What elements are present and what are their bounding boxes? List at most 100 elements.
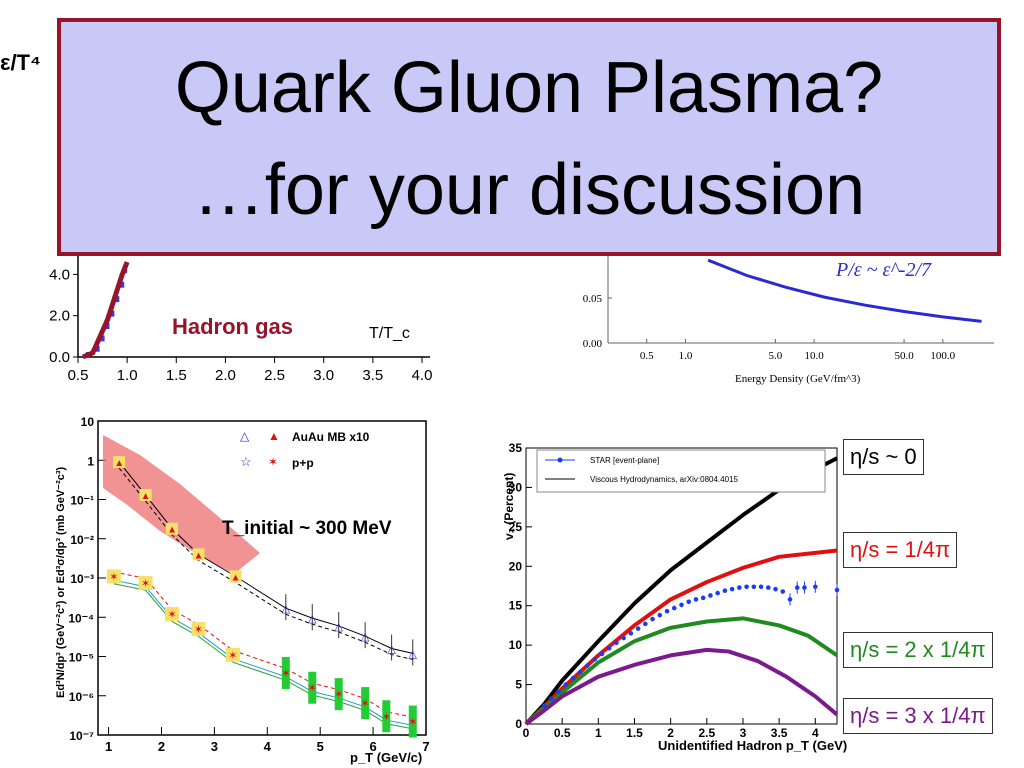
- c3-pp-sys-box: [308, 671, 317, 704]
- c4-star-point: [556, 689, 561, 694]
- c3-axes: 1 2 3 4 5 6 7 10⁻⁷ 10⁻⁶ 10⁻⁵ 10⁻⁴ 10⁻³ 10⁻² 10⁻¹ 1 10: [68, 415, 429, 754]
- c4-y-tick-label: 30: [509, 480, 523, 494]
- c1-y-tick-label: 2.0: [49, 308, 70, 325]
- c4-star-point: [802, 585, 807, 590]
- c3-auau-point: △: [308, 613, 317, 625]
- slide-title-line2: …for your discussion: [192, 150, 866, 230]
- c4-star-point: [643, 621, 648, 627]
- c4-y-tick-label: 5: [515, 678, 522, 692]
- c4-star-point: [599, 651, 605, 657]
- c3-x-tick-label: 1: [105, 739, 112, 754]
- eta-label-two-quarter: η/s = 2 x 1/4π: [843, 632, 993, 668]
- c4-star-point: [585, 663, 590, 668]
- c2-xlabel: Energy Density (GeV/fm^3): [735, 373, 861, 385]
- c3-auau-point: △: [282, 603, 291, 615]
- c4-star-point: [664, 608, 670, 614]
- c4-series-lines: [524, 456, 839, 726]
- c1-x-tick-label: 0.5: [68, 367, 89, 384]
- c3-y-tick-label: 10⁻¹: [70, 494, 94, 508]
- c4-star-point: [650, 616, 655, 622]
- slide-title-line1: Quark Gluon Plasma?: [174, 48, 884, 128]
- c4-star-point: [570, 675, 576, 681]
- c3-x-tick-label: 4: [264, 739, 272, 754]
- c4-star-point: [715, 590, 720, 596]
- c1-data-point: [120, 281, 125, 288]
- c4-star-point: [657, 612, 663, 618]
- c1-ylabel: ε/T⁴: [0, 50, 41, 75]
- c4-legend: STAR [event-plane] Viscous Hydrodynamics…: [536, 449, 826, 493]
- c4-star-point: [563, 682, 569, 687]
- c3-auau-point: △: [409, 648, 418, 660]
- c1-x-tick-label: 3.0: [313, 367, 334, 384]
- c4-y-tick-label: 35: [509, 441, 523, 455]
- c4-y-tick-label: 0: [515, 717, 522, 731]
- c3-xlabel: p_T (GeV/c): [350, 750, 422, 765]
- c4-x-tick-label: 0.5: [554, 726, 571, 740]
- c1-x-tick-label: 4.0: [412, 367, 433, 384]
- c3-x-tick-label: 3: [211, 739, 218, 754]
- c4-star-point: [834, 587, 840, 593]
- c4-x-tick-label: 1: [595, 726, 602, 740]
- c4-star-point: [787, 597, 793, 602]
- c1-axes: 0.5 1.0 1.5 2.0 2.5 3.0 3.5 4.0 0.0 2.0 4.0: [49, 20, 432, 384]
- c3-y-tick-label: 10⁻⁷: [69, 729, 94, 743]
- c3-legend-pp: p+p: [292, 456, 314, 470]
- c4-hydro-line-2: [524, 616, 839, 726]
- c4-star-point: [813, 584, 818, 590]
- c4-x-tick-label: 3.5: [771, 726, 788, 740]
- c3-auau-point: ▲: [231, 572, 241, 583]
- c3-y-tick-label: 10⁻³: [70, 572, 94, 586]
- c3-pp-point: ✶: [228, 650, 237, 662]
- eta-label-quarter: η/s = 1/4π: [843, 532, 958, 568]
- c3-pp-sys-box: [382, 700, 391, 733]
- c1-data-point: [100, 335, 105, 342]
- c3-auau-point: ▲: [114, 458, 124, 469]
- c3-pp-point: ✶: [109, 571, 118, 583]
- c4-x-tick-label: 1.5: [626, 726, 643, 740]
- c2-y-tick-label: 0.05: [583, 293, 603, 305]
- c3-y-tick-label: 10: [81, 415, 95, 429]
- c1-x-tick-label: 1.0: [117, 367, 138, 384]
- c1-data-point: [105, 323, 110, 330]
- c4-x-tick-label: 2.5: [698, 726, 715, 740]
- c3-auau-point: ▲: [141, 491, 151, 502]
- c3-pp-point: ✶: [281, 668, 290, 680]
- c4-star-point: [693, 597, 699, 602]
- c4-star-point: [773, 586, 778, 592]
- c4-star-point: [737, 585, 742, 590]
- c4-ylabel: v₂ (Percent): [502, 473, 516, 540]
- c1-x-tick-label: 2.5: [264, 367, 285, 384]
- c3-auau-sys-box: [192, 548, 205, 561]
- c4-star-point: [628, 631, 634, 636]
- c3-pp-sys-box: [361, 687, 370, 720]
- c4-star-point: [708, 593, 713, 598]
- c3-ylabel: Ed³N/dp³ (GeV⁻²c³) or Ed³σ/dp³ (mb GeV⁻²…: [55, 466, 67, 698]
- c4-star-point: [794, 585, 800, 590]
- c3-y-tick-label: 10⁻⁶: [69, 690, 94, 704]
- c2-y-tick-label: 0.00: [583, 338, 603, 350]
- c1-xlabel: T/T_c: [369, 325, 410, 342]
- c3-auau-band: [103, 435, 260, 574]
- c4-star-point: [780, 589, 786, 594]
- c4-star-point: [751, 584, 757, 590]
- c4-star-point: [765, 585, 771, 590]
- c4-hydro-line-3: [524, 647, 839, 726]
- c4-y-tick-label: 20: [509, 559, 523, 573]
- c3-pp-sys-box: [281, 656, 290, 689]
- c3-y-tick-label: 10⁻⁴: [68, 611, 94, 625]
- c4-star-point: [541, 703, 547, 709]
- svg-text:△: △: [240, 429, 250, 443]
- c2-x-tick-label: 0.5: [640, 350, 654, 362]
- c3-y-tick-label: 1: [87, 454, 94, 468]
- c1-x-tick-label: 3.5: [362, 367, 383, 384]
- c3-annotation: T_initial ~ 300 MeV: [222, 518, 392, 539]
- c4-star-point: [614, 640, 619, 646]
- c4-x-tick-label: 4: [812, 726, 819, 740]
- c3-auau-sys-box: [139, 489, 152, 502]
- c1-data-point: [95, 345, 100, 352]
- c2-annotation: P/ε ~ ε^-2/7: [835, 259, 932, 281]
- c4-y-tick-label: 25: [509, 520, 523, 534]
